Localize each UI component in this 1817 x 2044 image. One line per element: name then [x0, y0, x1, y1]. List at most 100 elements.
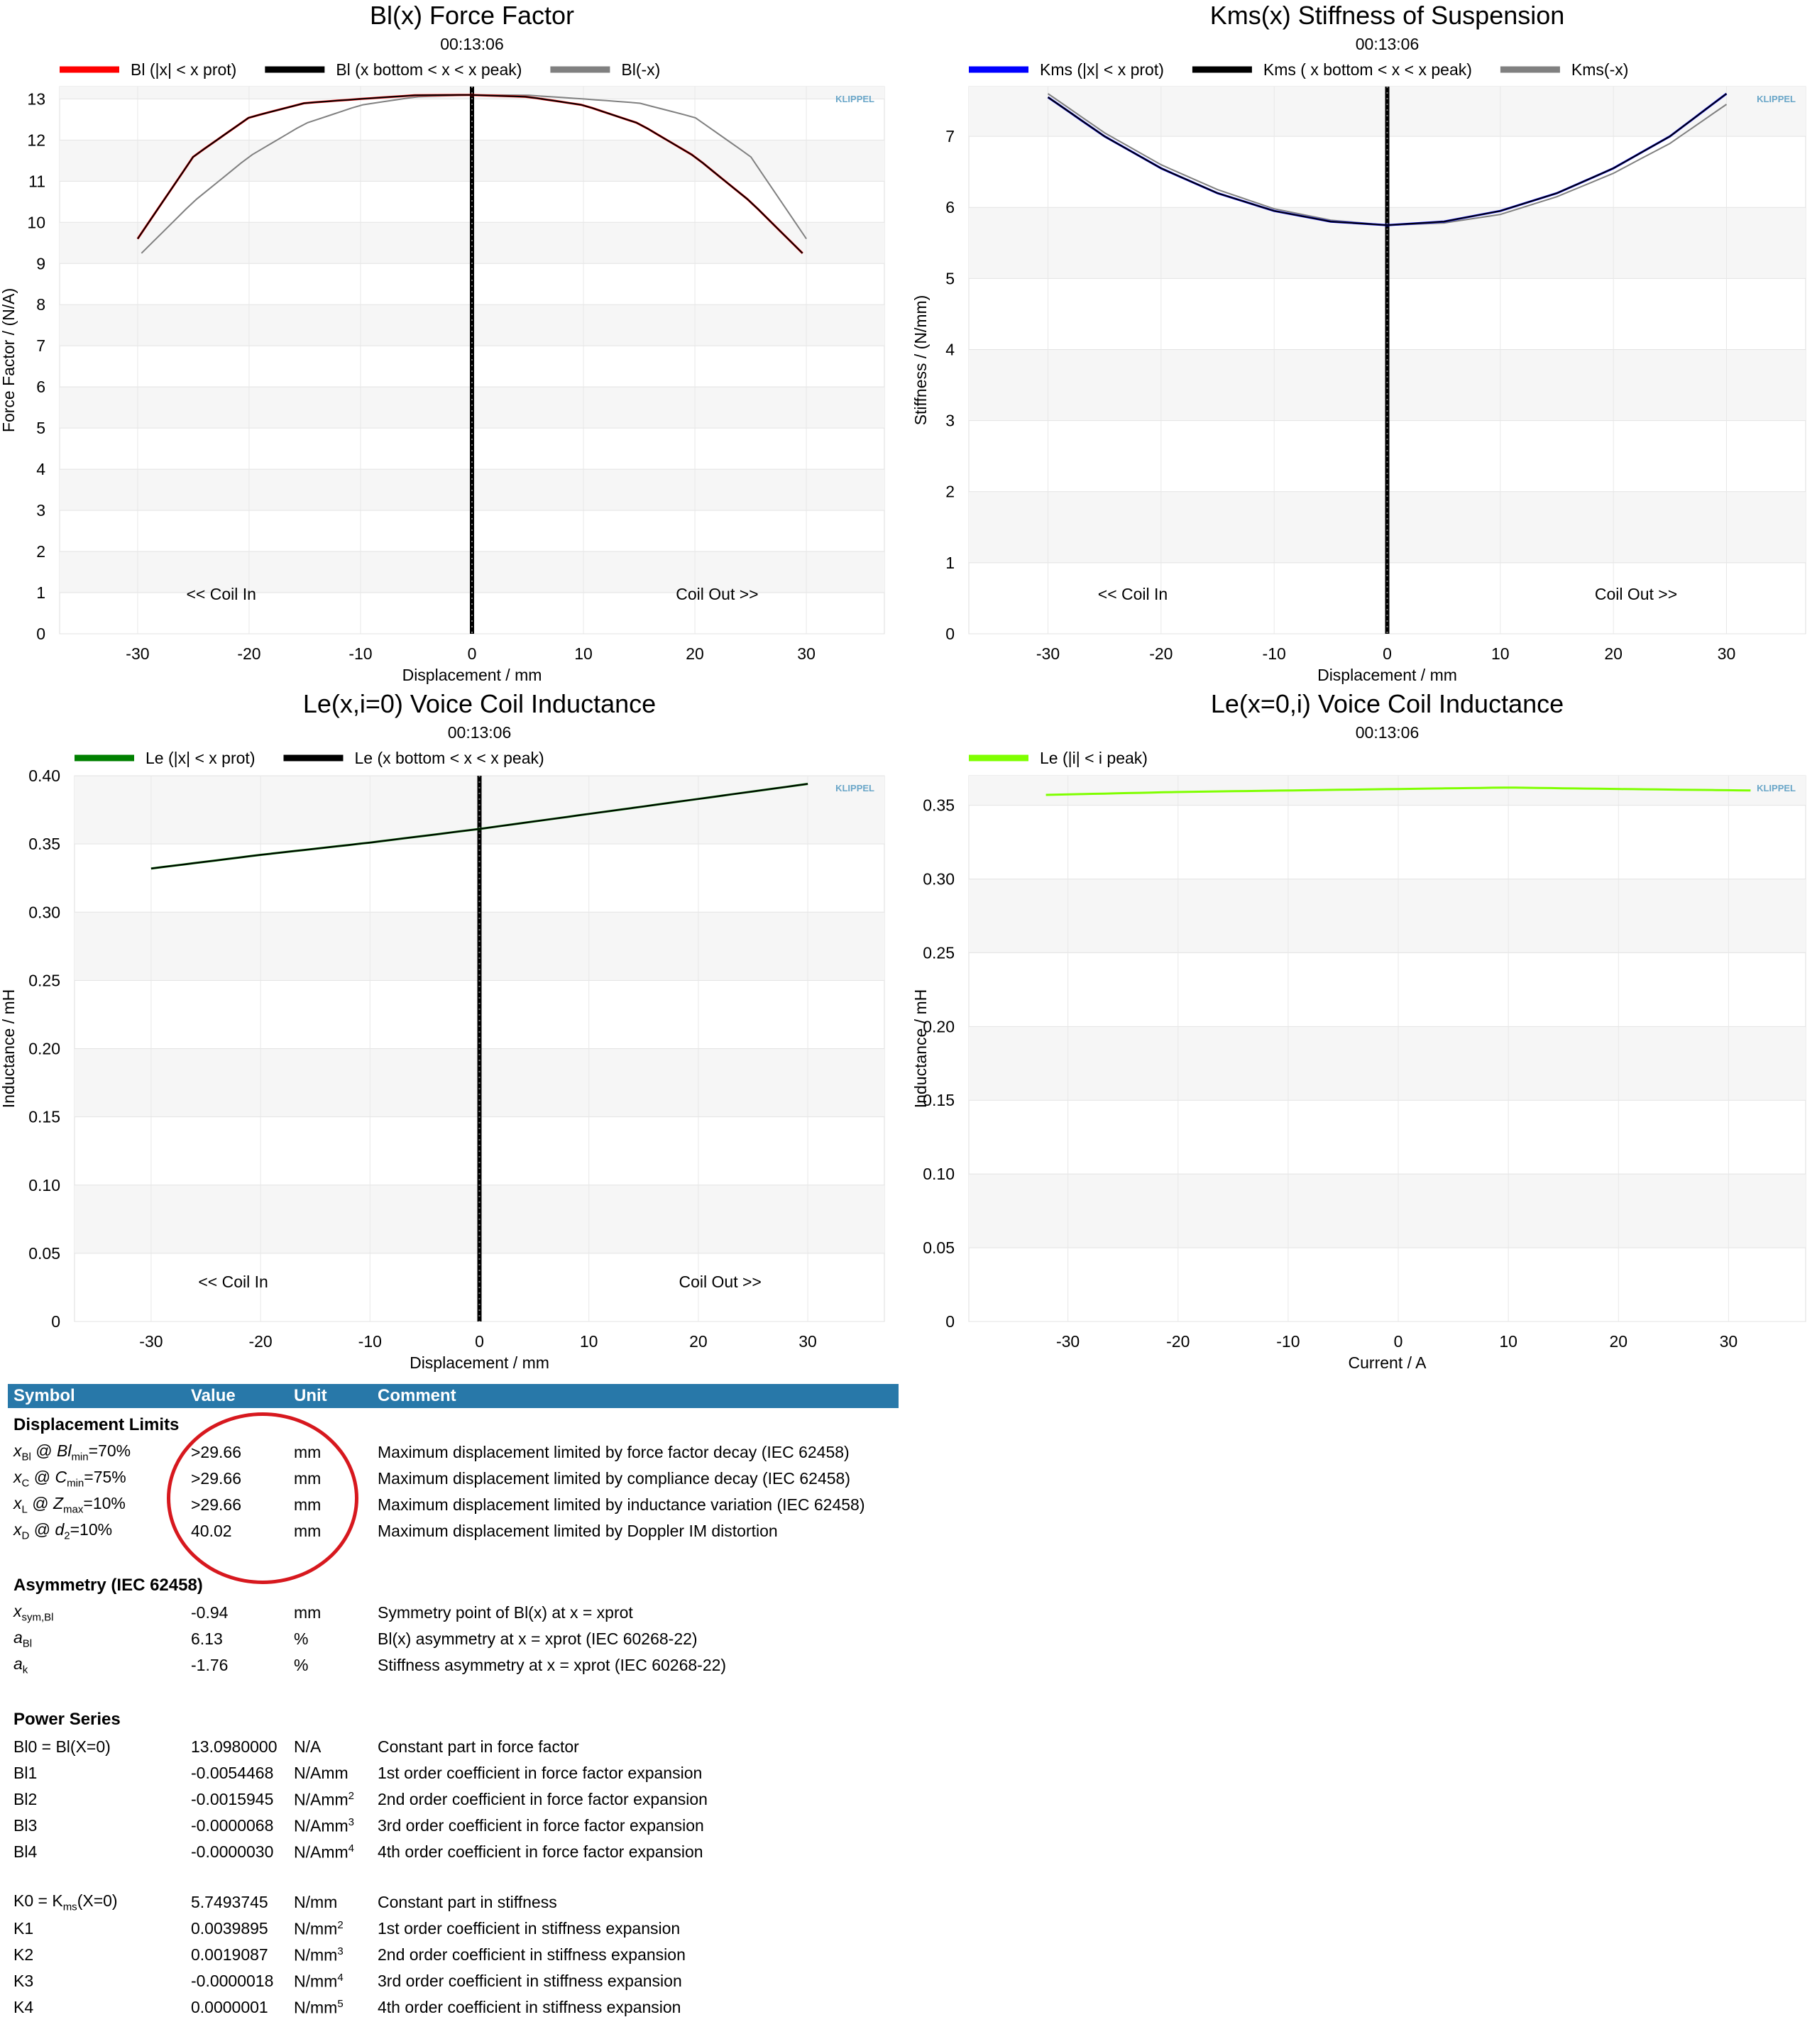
y-tick-label: 4: [945, 340, 955, 358]
value-text: -0.0054468: [191, 1764, 274, 1782]
legend-label: Le (|x| < x prot): [146, 749, 255, 767]
unit-cell: N/mm2: [288, 1916, 372, 1942]
symbol-cell: xsym,Bl: [8, 1600, 185, 1626]
chart-subtitle: 00:13:06: [1356, 35, 1420, 53]
symbol-text: Bl2: [13, 1790, 38, 1808]
x-tick-label: -20: [1149, 644, 1173, 663]
comment-cell: 2nd order coefficient in stiffness expan…: [372, 1942, 899, 1968]
table-row: ak -1.76% Stiffness asymmetry at x = xprot…: [8, 1652, 899, 1678]
unit-text: N/mm: [294, 1893, 338, 1911]
table-row: K3 -0.0000018 N/mm4 3rd order coefficient i…: [8, 1968, 899, 1994]
y-axis-label: Stiffness / (N/mm): [911, 295, 930, 426]
y-tick-label: 9: [36, 254, 45, 273]
symbol-cell: K1: [8, 1916, 185, 1942]
symbol-condition: Bl: [56, 1441, 72, 1461]
unit-exponent: 4: [348, 1842, 355, 1855]
table-row: xC @ Cmin=75% >29.66 mm Maximum displacemen…: [8, 1466, 899, 1492]
highlight-circle: [167, 1412, 358, 1584]
value-text: 0.0019087: [191, 1945, 268, 1964]
comment-text: Symmetry point of Bl(x) at x = xprot: [378, 1603, 633, 1622]
symbol-text: Bl4: [13, 1842, 38, 1861]
value-cell: -1.76: [185, 1652, 288, 1678]
x-tick-label: 0: [1394, 1332, 1403, 1351]
x-tick-label: -20: [1166, 1332, 1190, 1351]
symbol-subscript: D: [21, 1529, 30, 1542]
x-tick-label: -20: [237, 644, 260, 663]
symbol-cell: K4: [8, 1994, 185, 2021]
value-text: 0.0000001: [191, 1998, 268, 2016]
annotation-coil-out: Coil Out >>: [679, 1273, 762, 1291]
table-row: K4 0.0000001 N/mm5 4th order coefficient in…: [8, 1994, 899, 2021]
value-text: -0.94: [191, 1603, 229, 1622]
chart-subtitle: 00:13:06: [448, 723, 512, 742]
x-tick-label: -30: [139, 1332, 163, 1351]
unit-exponent: 2: [348, 1789, 355, 1802]
section-title-text: Asymmetry (IEC 62458): [13, 1576, 203, 1595]
symbol-condition-subscript: min: [67, 1477, 84, 1490]
value-cell: 0.0019087: [185, 1942, 288, 1968]
y-tick-label: 0.05: [28, 1244, 60, 1263]
unit-cell: mm: [288, 1600, 372, 1626]
unit-exponent: 4: [337, 1971, 344, 1984]
x-tick-label: 10: [574, 644, 593, 663]
symbol-text: K2: [13, 1945, 34, 1964]
series-line: [150, 783, 808, 869]
symbol-cell: Bl2: [8, 1786, 185, 1813]
x-tick-label: -10: [1276, 1332, 1300, 1351]
x-tick-label: 20: [689, 1332, 708, 1351]
value-cell: -0.0000018: [185, 1968, 288, 1994]
x-tick-label: -30: [126, 644, 149, 663]
comment-text: 1st order coefficient in stiffness expan…: [378, 1919, 681, 1938]
comment-text: 4th order coefficient in force factor ex…: [378, 1842, 703, 1861]
table-row: Bl0 = Bl(X=0) 13.0980000 N/A Constant part …: [8, 1734, 899, 1760]
klippel-logo: KLIPPEL: [1757, 94, 1796, 104]
unit-text: %: [294, 1656, 309, 1674]
unit-text: N/Amm: [294, 1764, 348, 1782]
symbol-condition-rest: =75%: [84, 1468, 126, 1487]
klippel-logo: KLIPPEL: [835, 783, 874, 793]
table-row: K1 0.0039895 N/mm2 1st order coefficient in…: [8, 1916, 899, 1942]
y-tick-label: 1: [36, 583, 45, 602]
x-tick-label: 0: [468, 644, 477, 663]
value-text: 6.13: [191, 1630, 223, 1648]
comment-cell: 1st order coefficient in stiffness expan…: [372, 1916, 899, 1942]
x-tick-label: 30: [1718, 644, 1736, 663]
value-cell: -0.0054468: [185, 1760, 288, 1786]
symbol-text: a: [13, 1654, 23, 1674]
symbol-cell: xC @ Cmin=75%: [8, 1466, 185, 1492]
y-tick-label: 0.25: [923, 943, 955, 962]
y-tick-label: 6: [945, 198, 955, 216]
x-tick-label: -10: [1263, 644, 1286, 663]
comment-cell: 4th order coefficient in force factor ex…: [372, 1839, 899, 1865]
y-tick-label: 5: [36, 419, 45, 437]
symbol-cell: K0 = Kms(X=0): [8, 1889, 185, 1916]
legend-label: Bl (x bottom < x < x peak): [336, 60, 522, 79]
y-tick-label: 0.40: [28, 766, 60, 785]
y-axis-label: Inductance / mH: [911, 989, 930, 1108]
symbol-text: Bl3: [13, 1816, 38, 1835]
comment-text: 1st order coefficient in force factor ex…: [378, 1764, 703, 1782]
unit-cell: N/mm4: [288, 1968, 372, 1994]
x-tick-label: 20: [1604, 644, 1623, 663]
comment-cell: Bl(x) asymmetry at x = xprot (IEC 60268-…: [372, 1626, 899, 1652]
legend-label: Le (|i| < i peak): [1040, 749, 1148, 767]
x-axis-label: Displacement / mm: [410, 1353, 549, 1372]
comment-cell: 1st order coefficient in force factor ex…: [372, 1760, 899, 1786]
symbol-text: x: [13, 1602, 22, 1621]
symbol-cell: Bl1: [8, 1760, 185, 1786]
y-tick-label: 4: [36, 460, 45, 478]
chart-panel-kms: Kms(x) Stiffness of Suspension 00:13:06 Km…: [911, 1, 1806, 684]
unit-text: N/mm: [294, 1972, 338, 1991]
comment-cell: Maximum displacement limited by force fa…: [372, 1439, 899, 1466]
comment-text: Constant part in force factor: [378, 1737, 579, 1756]
table-row: xsym,Bl -0.94 mm Symmetry point of Bl(x) at…: [8, 1600, 899, 1626]
unit-cell: N/mm5: [288, 1994, 372, 2021]
chart-panel-le_i: Le(x=0,i) Voice Coil Inductance 00:13:06 L…: [911, 689, 1806, 1372]
legend-label: Bl (|x| < x prot): [131, 60, 236, 79]
comment-text: 4th order coefficient in stiffness expan…: [378, 1998, 681, 2016]
y-tick-label: 0: [945, 625, 955, 643]
y-tick-label: 7: [945, 127, 955, 145]
unit-cell: N/Amm4: [288, 1839, 372, 1865]
unit-text: N/mm: [294, 1945, 338, 1965]
symbol-rest: @: [29, 1468, 55, 1487]
